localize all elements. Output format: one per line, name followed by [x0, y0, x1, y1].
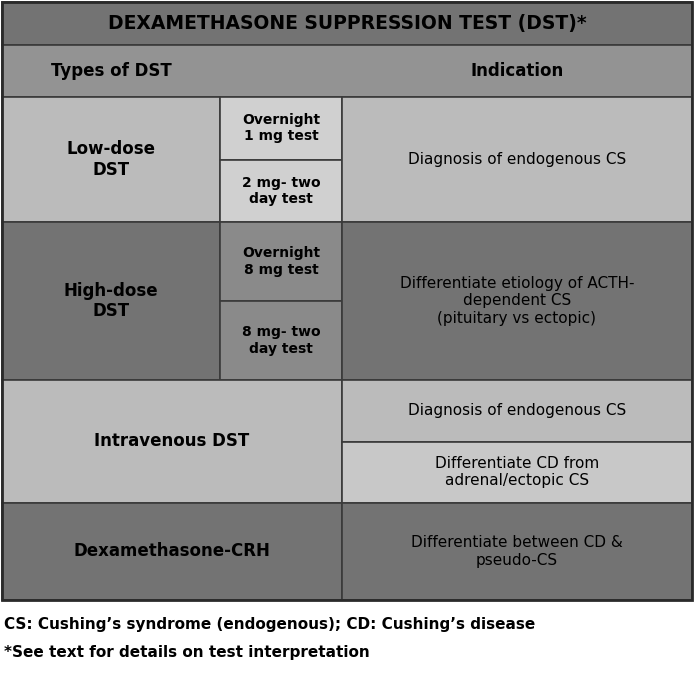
Text: Indication: Indication	[471, 62, 564, 80]
Text: 2 mg- two
day test: 2 mg- two day test	[242, 176, 321, 206]
Text: DEXAMETHASONE SUPPRESSION TEST (DST)*: DEXAMETHASONE SUPPRESSION TEST (DST)*	[108, 14, 586, 33]
Text: *See text for details on test interpretation: *See text for details on test interpreta…	[4, 645, 370, 660]
Text: High-dose
DST: High-dose DST	[64, 281, 158, 321]
Text: CS: Cushing’s syndrome (endogenous); CD: Cushing’s disease: CS: Cushing’s syndrome (endogenous); CD:…	[4, 618, 535, 633]
Bar	[2, 2, 692, 600]
Text: Overnight
1 mg test: Overnight 1 mg test	[242, 113, 320, 143]
Text: Differentiate CD from
adrenal/ectopic CS: Differentiate CD from adrenal/ectopic CS	[435, 456, 599, 488]
Bar	[220, 97, 342, 159]
Bar	[2, 97, 220, 222]
Bar	[2, 380, 342, 503]
Bar	[2, 45, 692, 97]
Text: Diagnosis of endogenous CS: Diagnosis of endogenous CS	[408, 403, 626, 418]
Text: Differentiate etiology of ACTH-
dependent CS
(pituitary vs ectopic): Differentiate etiology of ACTH- dependen…	[400, 276, 634, 326]
Bar	[342, 97, 692, 222]
Text: 8 mg- two
day test: 8 mg- two day test	[242, 325, 321, 355]
Bar	[2, 503, 342, 600]
Text: Diagnosis of endogenous CS: Diagnosis of endogenous CS	[408, 152, 626, 167]
Text: Dexamethasone-CRH: Dexamethasone-CRH	[74, 542, 271, 561]
Bar	[342, 380, 692, 441]
Bar	[2, 222, 220, 380]
Text: Types of DST: Types of DST	[51, 62, 171, 80]
Bar	[220, 222, 342, 301]
Bar	[2, 2, 692, 45]
Bar	[220, 301, 342, 380]
Bar	[342, 222, 692, 380]
Bar	[342, 441, 692, 503]
Text: Overnight
8 mg test: Overnight 8 mg test	[242, 246, 320, 277]
Bar	[342, 503, 692, 600]
Text: Intravenous DST: Intravenous DST	[94, 433, 250, 450]
Bar	[220, 159, 342, 222]
Text: Differentiate between CD &
pseudo-CS: Differentiate between CD & pseudo-CS	[411, 536, 623, 567]
Text: Low-dose
DST: Low-dose DST	[67, 140, 155, 179]
